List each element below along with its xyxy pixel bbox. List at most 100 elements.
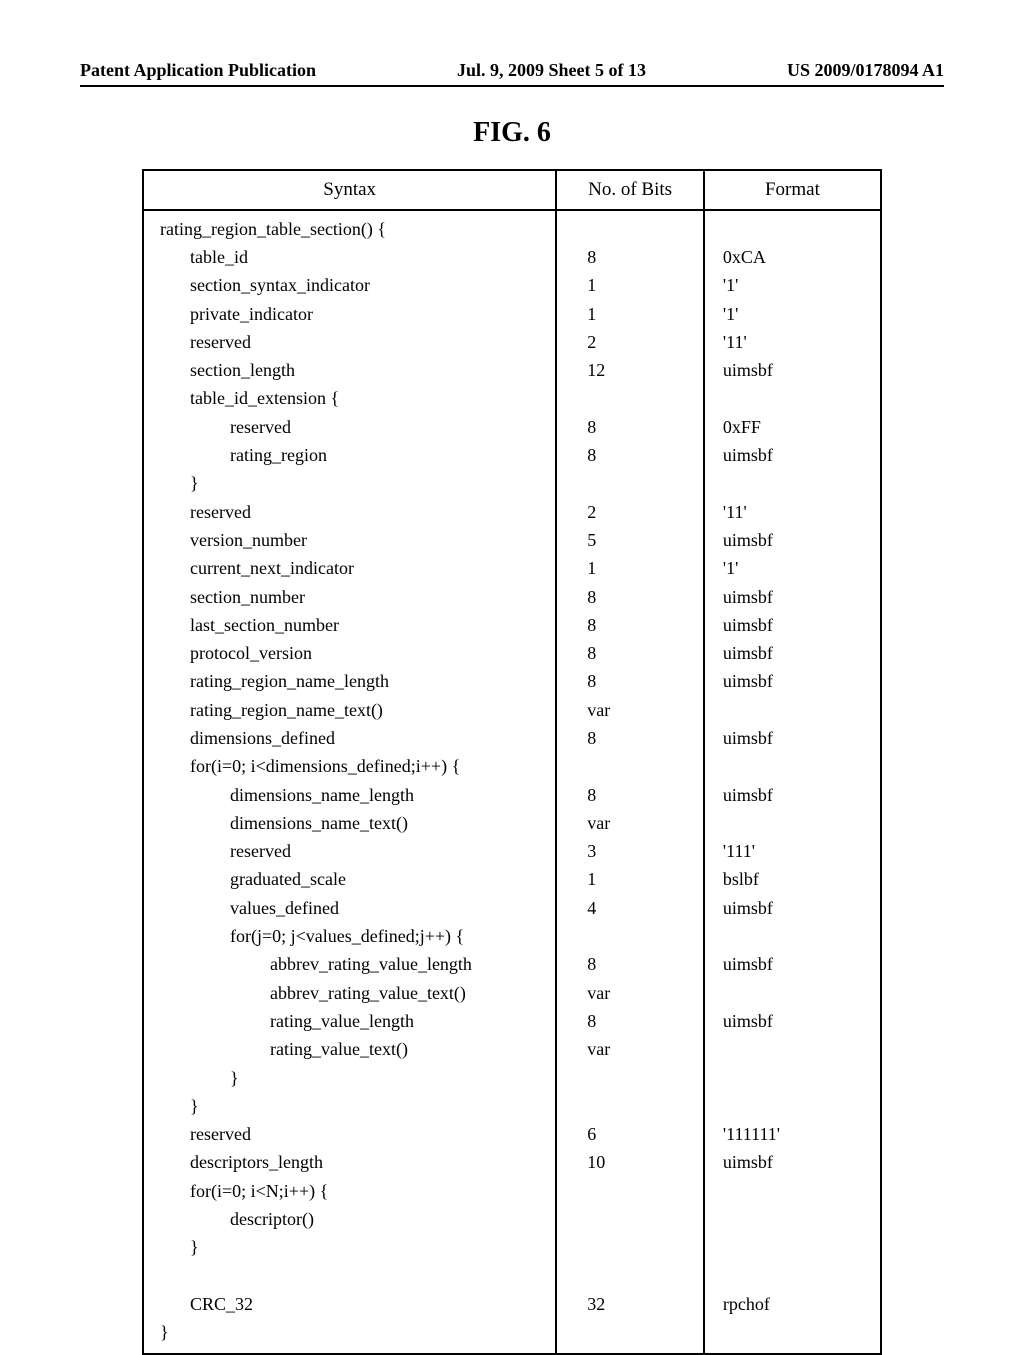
format-cell: 0xCA [704, 243, 881, 271]
syntax-text: rating_value_length [154, 1011, 414, 1031]
syntax-text: rating_region_name_length [154, 671, 389, 691]
col-header-bits: No. of Bits [556, 170, 704, 210]
syntax-cell [143, 1262, 556, 1290]
table-row: descriptor() [143, 1205, 881, 1233]
table-row: private_indicator1'1' [143, 300, 881, 328]
format-cell: uimsbf [704, 894, 881, 922]
syntax-cell: } [143, 1318, 556, 1353]
syntax-cell: dimensions_name_length [143, 781, 556, 809]
bits-cell: 8 [556, 1007, 704, 1035]
syntax-cell: } [143, 1092, 556, 1120]
bits-cell: 12 [556, 356, 704, 384]
format-cell: '1' [704, 300, 881, 328]
bits-cell: 8 [556, 781, 704, 809]
table-row: } [143, 469, 881, 497]
format-cell: '111111' [704, 1120, 881, 1148]
table-row: abbrev_rating_value_text()var [143, 979, 881, 1007]
figure-title: FIG. 6 [80, 117, 944, 149]
format-cell [704, 752, 881, 780]
bits-cell [556, 1318, 704, 1353]
syntax-text: current_next_indicator [154, 558, 354, 578]
bits-cell: 1 [556, 271, 704, 299]
header-center: Jul. 9, 2009 Sheet 5 of 13 [457, 60, 646, 81]
bits-cell [556, 1064, 704, 1092]
format-cell: uimsbf [704, 1148, 881, 1176]
table-row: } [143, 1092, 881, 1120]
syntax-text: } [154, 1322, 169, 1342]
format-cell: uimsbf [704, 356, 881, 384]
table-row: } [143, 1233, 881, 1261]
syntax-text: for(i=0; i<N;i++) { [154, 1181, 328, 1201]
syntax-text: table_id_extension { [154, 388, 339, 408]
bits-cell [556, 752, 704, 780]
syntax-cell: section_syntax_indicator [143, 271, 556, 299]
patent-page: Patent Application Publication Jul. 9, 2… [0, 0, 1024, 1320]
format-cell [704, 384, 881, 412]
bits-cell: 8 [556, 950, 704, 978]
syntax-text: section_number [154, 587, 305, 607]
syntax-cell: descriptor() [143, 1205, 556, 1233]
syntax-cell: reserved [143, 413, 556, 441]
format-cell: uimsbf [704, 441, 881, 469]
bits-cell: 2 [556, 328, 704, 356]
syntax-cell: rating_value_length [143, 1007, 556, 1035]
table-row: section_number8uimsbf [143, 583, 881, 611]
syntax-text: } [154, 473, 199, 493]
syntax-cell: abbrev_rating_value_length [143, 950, 556, 978]
table-row: dimensions_name_length8uimsbf [143, 781, 881, 809]
syntax-table: Syntax No. of Bits Format rating_region_… [142, 169, 882, 1355]
bits-cell: var [556, 696, 704, 724]
bits-cell [556, 922, 704, 950]
table-row: } [143, 1064, 881, 1092]
table-row: table_id_extension { [143, 384, 881, 412]
format-cell: uimsbf [704, 639, 881, 667]
col-header-syntax: Syntax [143, 170, 556, 210]
format-cell: uimsbf [704, 950, 881, 978]
bits-cell: 5 [556, 526, 704, 554]
syntax-text: reserved [154, 1124, 251, 1144]
syntax-cell: } [143, 1233, 556, 1261]
table-row: rating_region_name_text()var [143, 696, 881, 724]
table-row: abbrev_rating_value_length8uimsbf [143, 950, 881, 978]
syntax-cell: private_indicator [143, 300, 556, 328]
syntax-text: version_number [154, 530, 307, 550]
table-row: version_number5uimsbf [143, 526, 881, 554]
bits-cell: var [556, 809, 704, 837]
syntax-text: } [154, 1068, 239, 1088]
table-row: rating_region_table_section() { [143, 210, 881, 243]
bits-cell: 6 [556, 1120, 704, 1148]
table-row: } [143, 1318, 881, 1353]
syntax-text: descriptor() [154, 1209, 314, 1229]
bits-cell: 8 [556, 583, 704, 611]
format-cell [704, 1035, 881, 1063]
table-header-row: Syntax No. of Bits Format [143, 170, 881, 210]
syntax-cell: for(i=0; i<N;i++) { [143, 1177, 556, 1205]
format-cell [704, 979, 881, 1007]
format-cell [704, 1177, 881, 1205]
bits-cell: 8 [556, 611, 704, 639]
header-right: US 2009/0178094 A1 [787, 60, 944, 81]
bits-cell [556, 1177, 704, 1205]
table-row: dimensions_name_text()var [143, 809, 881, 837]
syntax-text: reserved [154, 502, 251, 522]
format-cell: '11' [704, 328, 881, 356]
format-cell: uimsbf [704, 1007, 881, 1035]
syntax-cell: reserved [143, 328, 556, 356]
syntax-cell: reserved [143, 498, 556, 526]
table-row: section_length 12uimsbf [143, 356, 881, 384]
table-row: reserved80xFF [143, 413, 881, 441]
syntax-cell: table_id_extension { [143, 384, 556, 412]
syntax-cell: values_defined [143, 894, 556, 922]
syntax-cell: for(i=0; i<dimensions_defined;i++) { [143, 752, 556, 780]
format-cell [704, 1318, 881, 1353]
format-cell [704, 210, 881, 243]
format-cell [704, 1092, 881, 1120]
table-row [143, 1262, 881, 1290]
bits-cell: 4 [556, 894, 704, 922]
bits-cell: 1 [556, 554, 704, 582]
format-cell: uimsbf [704, 611, 881, 639]
syntax-text: rating_region_table_section() { [154, 219, 386, 239]
syntax-text: dimensions_defined [154, 728, 335, 748]
syntax-cell: reserved [143, 1120, 556, 1148]
syntax-text: section_length [154, 360, 295, 380]
